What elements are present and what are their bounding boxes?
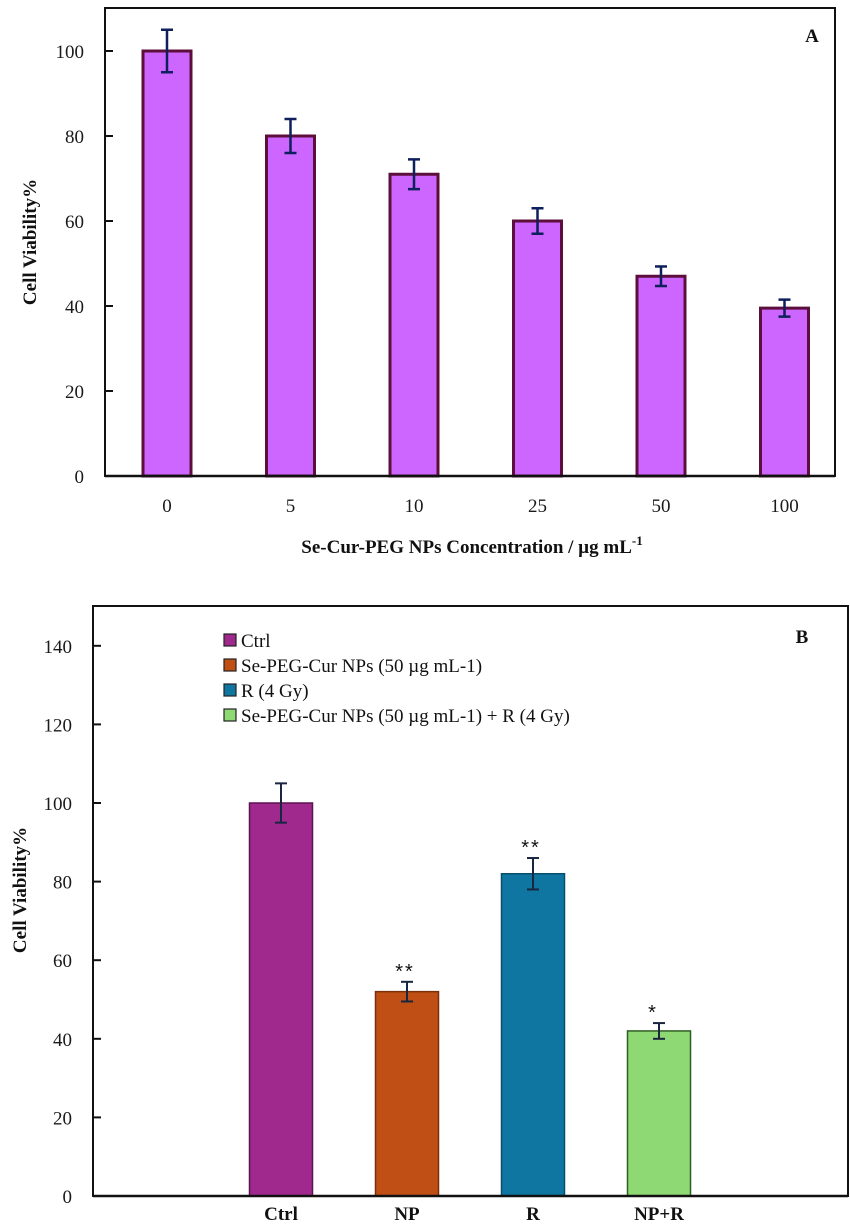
x-tick-label-a: 25 bbox=[528, 496, 547, 517]
bar-b bbox=[374, 990, 440, 1197]
bar-a bbox=[141, 49, 193, 478]
x-axis-title-a-main: Se-Cur-PEG NPs Concentration / µg mL bbox=[301, 537, 632, 558]
x-tick-labels-b: Ctrl NP R NP+R bbox=[264, 1204, 684, 1225]
bar-a bbox=[265, 134, 316, 478]
legend-label-b: Se-PEG-Cur NPs (50 µg mL-1) bbox=[241, 656, 482, 677]
y-tick-label-a: 0 bbox=[75, 467, 85, 488]
y-tick-label-b: 140 bbox=[44, 637, 73, 658]
x-tick-label-a: 50 bbox=[652, 496, 671, 517]
bar-a bbox=[635, 274, 687, 478]
y-tick-label-a: 80 bbox=[65, 127, 84, 148]
y-tick-label-b: 20 bbox=[53, 1108, 72, 1129]
panel-label-b: B bbox=[796, 627, 809, 648]
bar-a bbox=[388, 172, 440, 478]
x-tick-label-b: NP bbox=[394, 1204, 420, 1225]
legend-swatch-b bbox=[223, 708, 237, 722]
bar-b bbox=[248, 802, 314, 1197]
y-tick-label-b: 100 bbox=[44, 794, 73, 815]
y-tick-label-a: 40 bbox=[65, 297, 84, 318]
y-tick-label-b: 40 bbox=[53, 1030, 72, 1051]
x-tick-label-b: R bbox=[526, 1204, 540, 1225]
y-axis-title-b: Cell Viability% bbox=[10, 827, 31, 953]
bar-b bbox=[626, 1030, 692, 1197]
legend-label-b: Ctrl bbox=[241, 631, 271, 652]
legend-label-b: R (4 Gy) bbox=[241, 681, 309, 702]
x-tick-label-a: 10 bbox=[405, 496, 424, 517]
plot-frame-a bbox=[104, 7, 836, 477]
bars-a bbox=[105, 28, 835, 478]
significance-marker-b: * bbox=[648, 1002, 658, 1024]
panel-a: 0 20 40 60 80 100 0 5 10 25 50 100 A Cell Viabilit… bbox=[20, 7, 836, 558]
legend-b: Ctrl Se-PEG-Cur NPs (50 µg mL-1) R (4 Gy) S… bbox=[223, 631, 570, 727]
x-tick-label-a: 0 bbox=[162, 496, 172, 517]
y-axis-ticks-b: 0 20 40 60 80 100 120 140 bbox=[44, 637, 101, 1208]
y-tick-label-b: 80 bbox=[53, 873, 72, 894]
bar-a bbox=[759, 306, 810, 478]
legend-swatch-b bbox=[223, 658, 237, 672]
legend-label-b: Se-PEG-Cur NPs (50 µg mL-1) + R (4 Gy) bbox=[241, 706, 570, 727]
panel-label-a: A bbox=[805, 26, 819, 47]
legend-swatch-b bbox=[223, 683, 237, 697]
y-tick-label-b: 120 bbox=[44, 715, 73, 736]
x-axis-title-a: Se-Cur-PEG NPs Concentration / µg mL-1 bbox=[301, 533, 642, 558]
bar-b bbox=[500, 872, 566, 1197]
y-axis-ticks-a: 0 20 40 60 80 100 bbox=[56, 42, 113, 488]
y-tick-label-b: 60 bbox=[53, 951, 72, 972]
legend-swatch-b bbox=[223, 633, 237, 647]
plot-frame-b bbox=[92, 605, 849, 1197]
x-tick-labels-a: 0 5 10 25 50 100 bbox=[162, 496, 799, 517]
x-tick-label-b: Ctrl bbox=[264, 1204, 298, 1225]
y-tick-label-a: 60 bbox=[65, 212, 84, 233]
y-tick-label-a: 100 bbox=[56, 42, 85, 63]
bars-b: ***** bbox=[93, 782, 848, 1198]
y-tick-label-b: 0 bbox=[63, 1187, 73, 1208]
x-axis-title-a-sup: -1 bbox=[632, 533, 643, 548]
significance-marker-b: ** bbox=[395, 961, 415, 983]
x-tick-label-b: NP+R bbox=[634, 1204, 684, 1225]
y-axis-title-a: Cell Viability% bbox=[20, 179, 41, 305]
y-tick-label-a: 20 bbox=[65, 382, 84, 403]
x-tick-label-a: 100 bbox=[770, 496, 799, 517]
bar-a bbox=[512, 219, 563, 478]
significance-marker-b: ** bbox=[521, 837, 541, 859]
x-tick-label-a: 5 bbox=[286, 496, 296, 517]
